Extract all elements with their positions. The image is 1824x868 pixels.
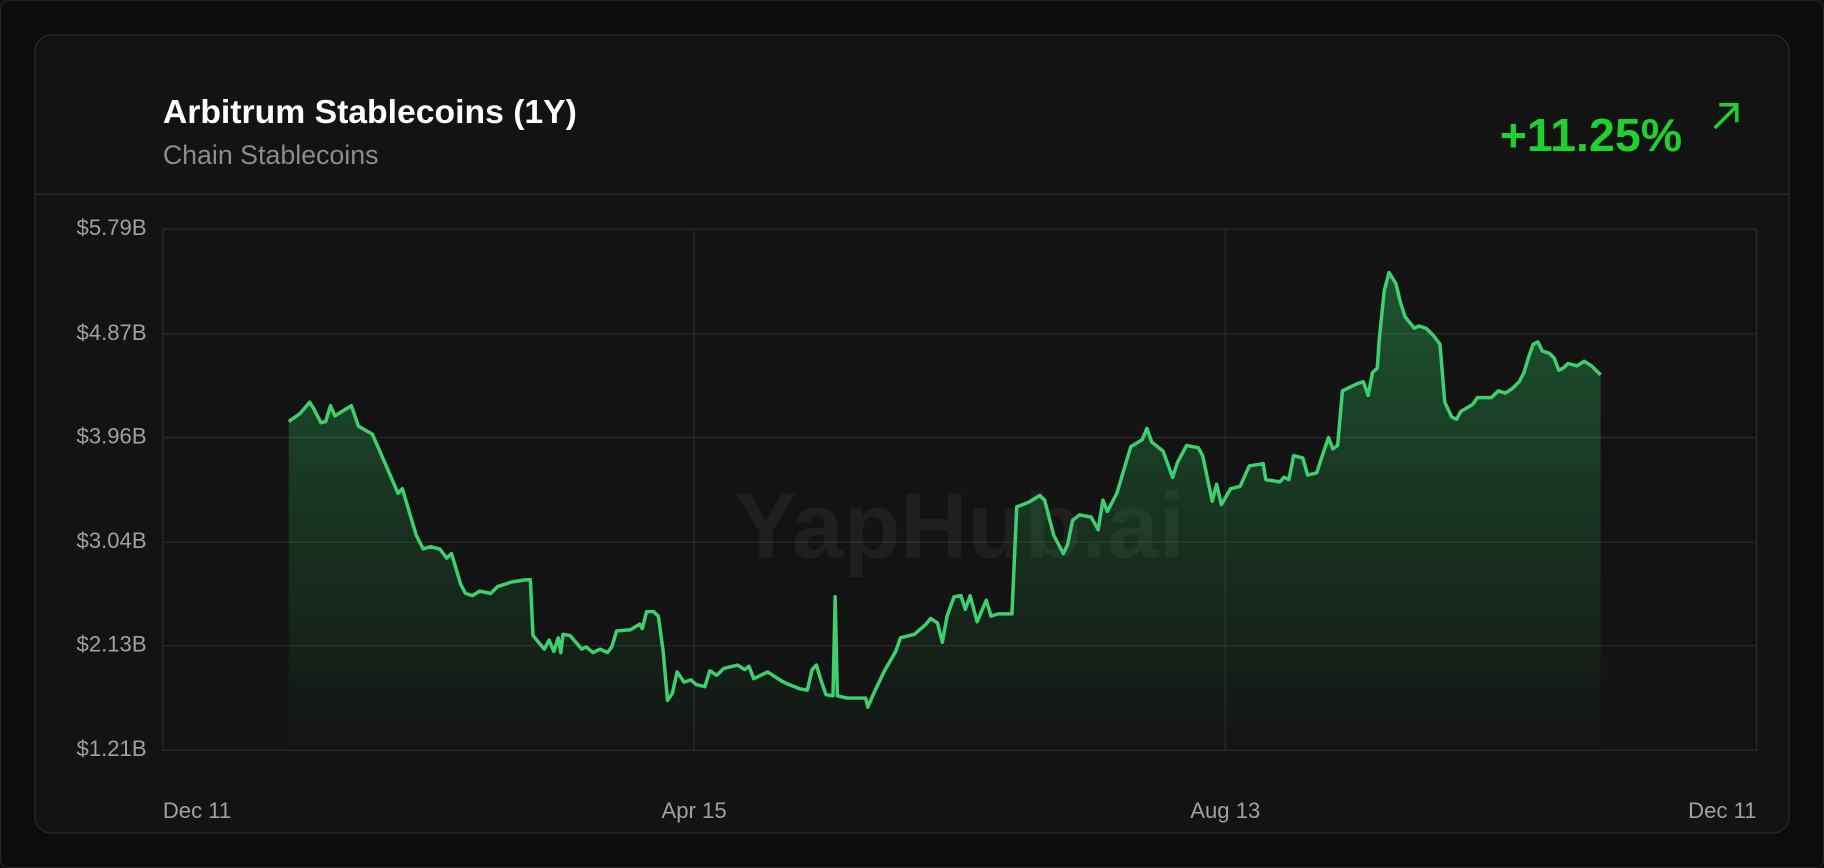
y-tick-label: $4.87B [77,320,147,345]
x-tick-label: Apr 15 [662,798,727,823]
y-tick-label: $1.21B [77,736,147,761]
up-arrow-icon [1713,103,1739,130]
chart-subtitle: Chain Stablecoins [163,140,379,170]
line-series [287,270,1602,709]
y-tick-label: $2.13B [77,632,147,657]
chart-title: Arbitrum Stablecoins (1Y) [163,93,577,131]
x-tick-label: Aug 13 [1190,798,1260,823]
change-value: +11.25% [1500,109,1682,161]
x-tick-label: Dec 11 [1688,798,1756,823]
y-tick-label: $3.96B [77,423,147,448]
x-tick-label: Dec 11 [163,798,231,823]
y-tick-label: $3.04B [77,528,147,553]
labels: $1.21B $2.13B $3.04B $3.96B $4.87B $5.79B Dec … [77,215,1757,823]
y-tick-label: $5.79B [77,215,147,240]
marks [287,270,1602,751]
